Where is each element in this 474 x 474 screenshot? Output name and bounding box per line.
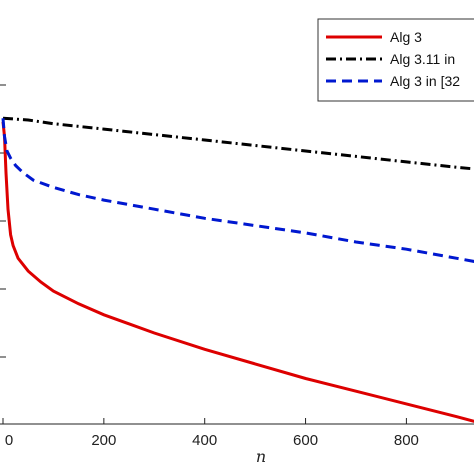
x-tick-label-2: 400: [192, 432, 217, 449]
x-tick-label-0: 0: [5, 432, 13, 449]
x-tick-labels: 0 200 400 600 800: [5, 432, 419, 449]
plot-area: [0, 84, 474, 425]
x-tick-label-4: 800: [394, 432, 419, 449]
x-axis-label: n: [256, 447, 266, 466]
series-line-2: [1, 118, 474, 263]
legend: Alg 3 Alg 3.11 in Alg 3 in [32: [317, 18, 474, 102]
legend-box: [317, 18, 474, 102]
legend-label-1: Alg 3.11 in: [390, 51, 455, 67]
series-line-0: [1, 121, 474, 423]
legend-label-0: Alg 3: [390, 29, 422, 45]
x-tick-label-1: 200: [91, 432, 116, 449]
x-ticks: [0, 84, 407, 424]
series-line-1: [2, 116, 474, 171]
series-lines: [1, 116, 474, 423]
legend-label-2: Alg 3 in [32: [390, 73, 460, 89]
x-tick-label-3: 600: [293, 432, 318, 449]
